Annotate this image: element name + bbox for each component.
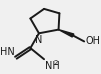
Text: NH: NH	[45, 61, 60, 71]
Polygon shape	[59, 30, 74, 37]
Text: OH: OH	[85, 36, 100, 46]
Text: HN: HN	[0, 47, 15, 57]
Text: 2: 2	[54, 60, 58, 66]
Text: N: N	[35, 35, 43, 45]
